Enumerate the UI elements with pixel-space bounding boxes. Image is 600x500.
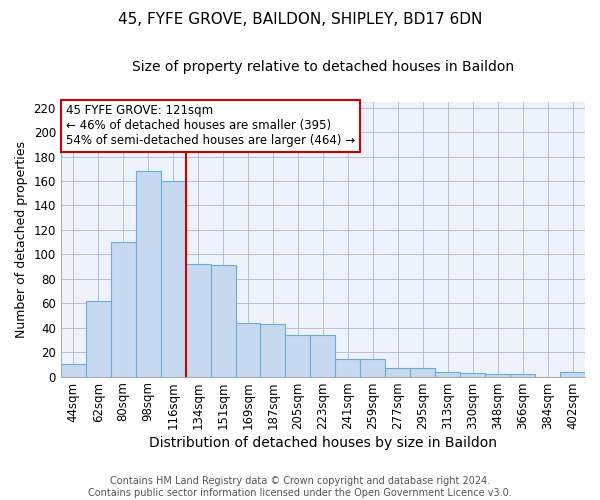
Text: 45 FYFE GROVE: 121sqm
← 46% of detached houses are smaller (395)
54% of semi-det: 45 FYFE GROVE: 121sqm ← 46% of detached …: [66, 104, 355, 148]
Bar: [335, 360, 361, 376]
Bar: [61, 364, 86, 376]
Bar: [260, 324, 286, 376]
Y-axis label: Number of detached properties: Number of detached properties: [15, 140, 28, 338]
Bar: [111, 242, 136, 376]
Bar: [485, 374, 510, 376]
Bar: [86, 301, 111, 376]
Bar: [211, 266, 236, 376]
Bar: [185, 264, 211, 376]
Bar: [510, 374, 535, 376]
Bar: [460, 373, 485, 376]
Bar: [385, 368, 410, 376]
Text: 45, FYFE GROVE, BAILDON, SHIPLEY, BD17 6DN: 45, FYFE GROVE, BAILDON, SHIPLEY, BD17 6…: [118, 12, 482, 28]
X-axis label: Distribution of detached houses by size in Baildon: Distribution of detached houses by size …: [149, 436, 497, 450]
Bar: [136, 171, 161, 376]
Bar: [361, 360, 385, 376]
Bar: [236, 323, 260, 376]
Bar: [286, 335, 310, 376]
Text: Contains HM Land Registry data © Crown copyright and database right 2024.
Contai: Contains HM Land Registry data © Crown c…: [88, 476, 512, 498]
Bar: [410, 368, 435, 376]
Bar: [310, 335, 335, 376]
Bar: [435, 372, 460, 376]
Bar: [161, 181, 185, 376]
Bar: [560, 372, 585, 376]
Title: Size of property relative to detached houses in Baildon: Size of property relative to detached ho…: [132, 60, 514, 74]
